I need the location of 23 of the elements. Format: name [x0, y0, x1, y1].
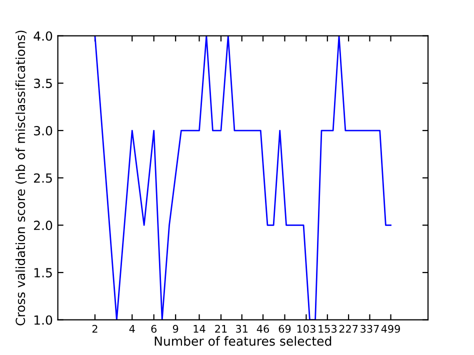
- y-tick-label: 3.5: [34, 78, 52, 88]
- x-tick-label: 499: [381, 324, 400, 333]
- x-tick-label: 46: [256, 324, 269, 333]
- x-tick-label: 337: [360, 324, 379, 333]
- x-tick-label: 14: [194, 325, 206, 333]
- y-tick-label: 2.5: [34, 173, 52, 183]
- y-axis-title: Cross validation score (nb of misclassifications): [15, 30, 27, 326]
- x-tick-label: 31: [236, 324, 248, 333]
- x-tick-label: 9: [172, 324, 178, 333]
- x-tick-label: 2: [92, 324, 98, 333]
- y-tick-label: 1.5: [34, 268, 52, 278]
- y-tick-label: 1.0: [34, 315, 52, 325]
- x-tick-label: 227: [339, 324, 358, 333]
- x-tick-label: 69: [278, 324, 291, 333]
- y-tick-label: 4.0: [34, 31, 52, 41]
- x-axis-title: Number of features selected: [154, 336, 332, 346]
- x-tick-label: 103: [297, 324, 316, 333]
- y-tick-label: 2.0: [34, 220, 52, 230]
- x-tick-label: 6: [151, 324, 157, 333]
- x-tick-label: 153: [318, 324, 337, 333]
- x-tick-label: 4: [129, 325, 135, 333]
- x-tick-label: 21: [215, 324, 227, 333]
- y-tick-label: 3.0: [34, 126, 52, 136]
